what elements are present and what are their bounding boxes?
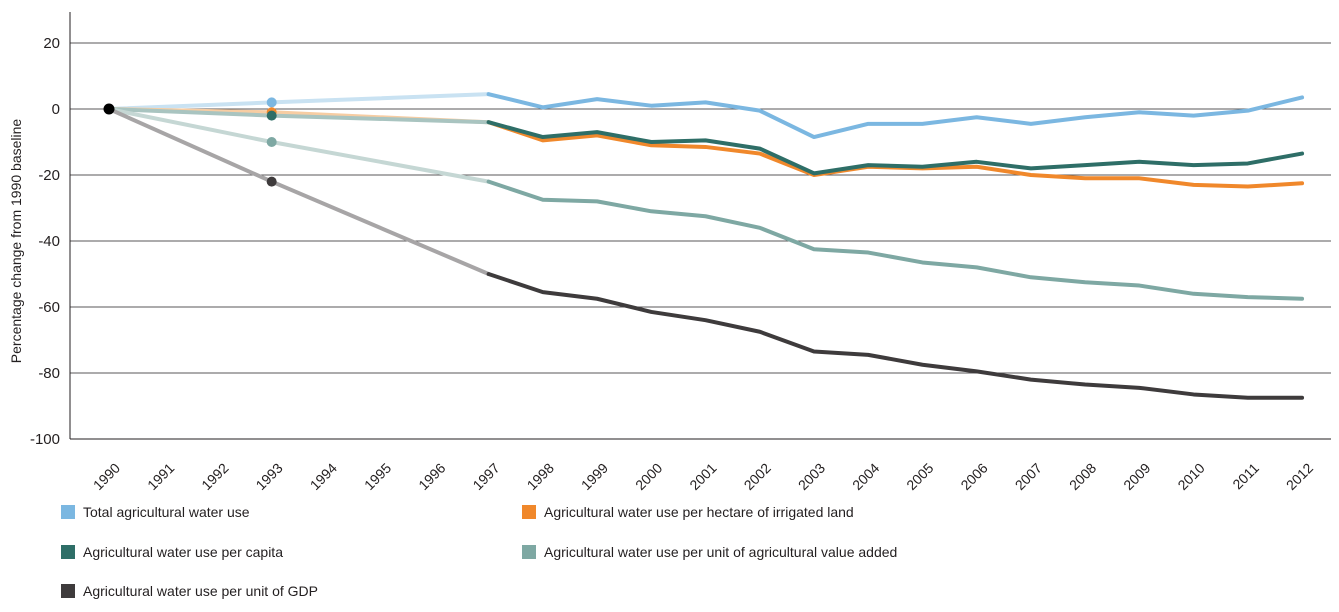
point-marker	[266, 97, 277, 108]
legend-swatch	[522, 505, 536, 519]
legend-label: Agricultural water use per unit of GDP	[83, 583, 318, 599]
series-line-early	[107, 107, 491, 276]
legend-label: Agricultural water use per hectare of ir…	[544, 504, 854, 520]
x-tick-label: 2001	[686, 460, 719, 493]
series-lines	[103, 92, 1305, 400]
x-tick-label: 2009	[1120, 460, 1153, 493]
legend-item: Agricultural water use per unit of GDP	[61, 583, 318, 599]
x-tick-label: 1994	[307, 460, 340, 493]
series-line	[486, 120, 1305, 176]
axes	[69, 12, 1331, 440]
x-axis-ticks: 1990 1991 1992 1993 1994 1995 1996 1997 1998 1999…	[90, 460, 1317, 493]
legend-label: Agricultural water use per unit of agric…	[544, 544, 898, 560]
x-tick-label: 2000	[632, 460, 665, 493]
point-marker	[266, 137, 277, 147]
x-tick-label: 1990	[90, 460, 123, 493]
series-4	[107, 107, 1305, 400]
x-tick-label: 1993	[252, 460, 285, 493]
y-tick-label: -60	[38, 299, 60, 316]
x-tick-label: 1991	[144, 460, 177, 493]
x-tick-label: 1992	[198, 460, 231, 493]
x-tick-label: 2004	[849, 460, 882, 493]
y-tick-label: -80	[38, 365, 60, 382]
legend-item: Agricultural water use per capita	[61, 544, 283, 560]
legend-swatch	[61, 545, 75, 559]
y-tick-label: -40	[38, 233, 60, 250]
x-tick-label: 2003	[795, 460, 828, 493]
series-line-early	[107, 92, 491, 111]
series-2	[107, 107, 1305, 176]
x-tick-label: 2008	[1066, 460, 1099, 493]
series-line	[486, 179, 1305, 301]
legend-label: Total agricultural water use	[83, 504, 250, 520]
x-tick-label: 1997	[469, 460, 502, 493]
x-tick-label: 1999	[578, 460, 611, 493]
y-axis-ticks: 20 0 -20 -40 -60 -80 -100	[30, 35, 60, 448]
y-tick-label: -100	[30, 431, 60, 448]
legend-item: Agricultural water use per hectare of ir…	[522, 504, 854, 520]
series-line	[486, 120, 1305, 189]
legend-swatch	[61, 584, 75, 598]
series-0	[107, 92, 1305, 140]
x-tick-label: 1998	[524, 460, 557, 493]
y-axis-title: Percentage change from 1990 baseline	[8, 119, 24, 364]
legend-swatch	[61, 505, 75, 519]
x-tick-label: 2007	[1012, 460, 1045, 493]
series-line	[486, 92, 1305, 140]
point-marker	[266, 110, 277, 121]
x-tick-label: 2006	[957, 460, 990, 493]
x-tick-label: 2010	[1174, 460, 1207, 493]
legend: Total agricultural water use Agricultural…	[61, 504, 961, 604]
legend-item: Agricultural water use per unit of agric…	[522, 544, 897, 560]
x-tick-label: 2002	[741, 460, 774, 493]
series-line	[486, 272, 1305, 400]
x-tick-label: 1995	[361, 460, 394, 493]
point-marker	[266, 176, 277, 187]
y-tick-label: 0	[52, 101, 60, 118]
x-tick-label: 1996	[415, 460, 448, 493]
baseline-marker	[103, 103, 115, 115]
y-tick-label: 20	[43, 35, 60, 52]
x-tick-label: 2012	[1283, 460, 1316, 493]
x-tick-label: 2011	[1229, 460, 1262, 493]
legend-label: Agricultural water use per capita	[83, 544, 283, 560]
legend-item: Total agricultural water use	[61, 504, 250, 520]
x-tick-label: 2005	[903, 460, 936, 493]
y-tick-label: -20	[38, 167, 60, 184]
series-3	[107, 107, 1305, 301]
legend-swatch	[522, 545, 536, 559]
